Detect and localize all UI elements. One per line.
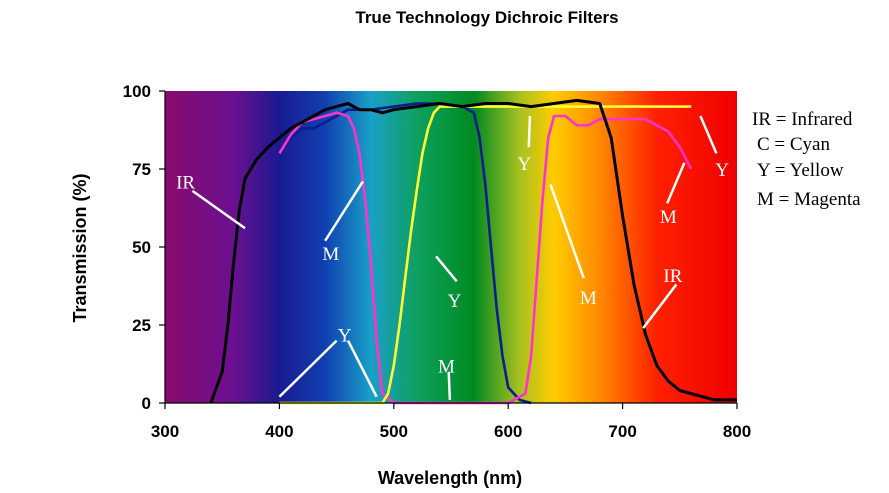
y-tick-label: 0 — [142, 394, 151, 413]
series-line-c — [278, 102, 532, 405]
annotation-leader-line — [447, 371, 452, 400]
annotation-leader-line — [278, 339, 338, 398]
annotation-label: M — [322, 244, 339, 265]
annotation-leader-line — [642, 283, 678, 329]
annotation-label: Y — [715, 160, 729, 181]
annotation-leader-line — [699, 115, 718, 154]
series-line-m — [278, 111, 693, 405]
x-axis-title: Wavelength (nm) — [378, 468, 522, 488]
annotation-label: IR — [663, 266, 682, 287]
annotation-leader-line — [346, 340, 378, 398]
y-tick-label: 25 — [132, 316, 151, 335]
annotation-label: M — [660, 207, 677, 228]
annotation-leader-line — [191, 189, 246, 230]
x-tick-label: 300 — [151, 422, 179, 441]
series-layer — [209, 98, 737, 405]
x-tick-label: 800 — [723, 422, 751, 441]
annotation-label: M — [438, 357, 455, 378]
legend-entry-y: Y = Yellow — [757, 160, 844, 181]
x-tick-label: 400 — [265, 422, 293, 441]
annotation-leader-line — [666, 162, 686, 204]
legend: IR = Infrared C = Cyan Y = Yellow M = Ma… — [752, 109, 861, 210]
ticks-layer: 0 25 50 75 100 300 400 500 600 700 800 — [123, 82, 752, 441]
spectrum-background — [165, 91, 737, 403]
annotation-leader-line — [324, 180, 364, 242]
y-axis-title: Transmission (%) — [70, 173, 90, 322]
y-tick-label: 50 — [132, 238, 151, 257]
annotation-label: Y — [448, 291, 462, 312]
chart-title: True Technology Dichroic Filters — [355, 8, 618, 27]
legend-entry-ir: IR = Infrared — [752, 109, 853, 130]
annotation-label: IR — [176, 172, 195, 193]
legend-entry-m: M = Magenta — [757, 189, 861, 210]
x-tick-label: 600 — [494, 422, 522, 441]
x-tick-label: 700 — [608, 422, 636, 441]
annotation-leader-line — [549, 184, 585, 279]
x-tick-label: 500 — [380, 422, 408, 441]
legend-entry-c: C = Cyan — [757, 134, 830, 155]
annotation-leader-line — [435, 255, 458, 283]
y-tick-label: 75 — [132, 160, 151, 179]
annotation-label: Y — [517, 154, 531, 175]
annotation-label: M — [580, 288, 597, 309]
y-tick-label: 100 — [123, 82, 151, 101]
annotation-leader-line — [527, 115, 532, 148]
